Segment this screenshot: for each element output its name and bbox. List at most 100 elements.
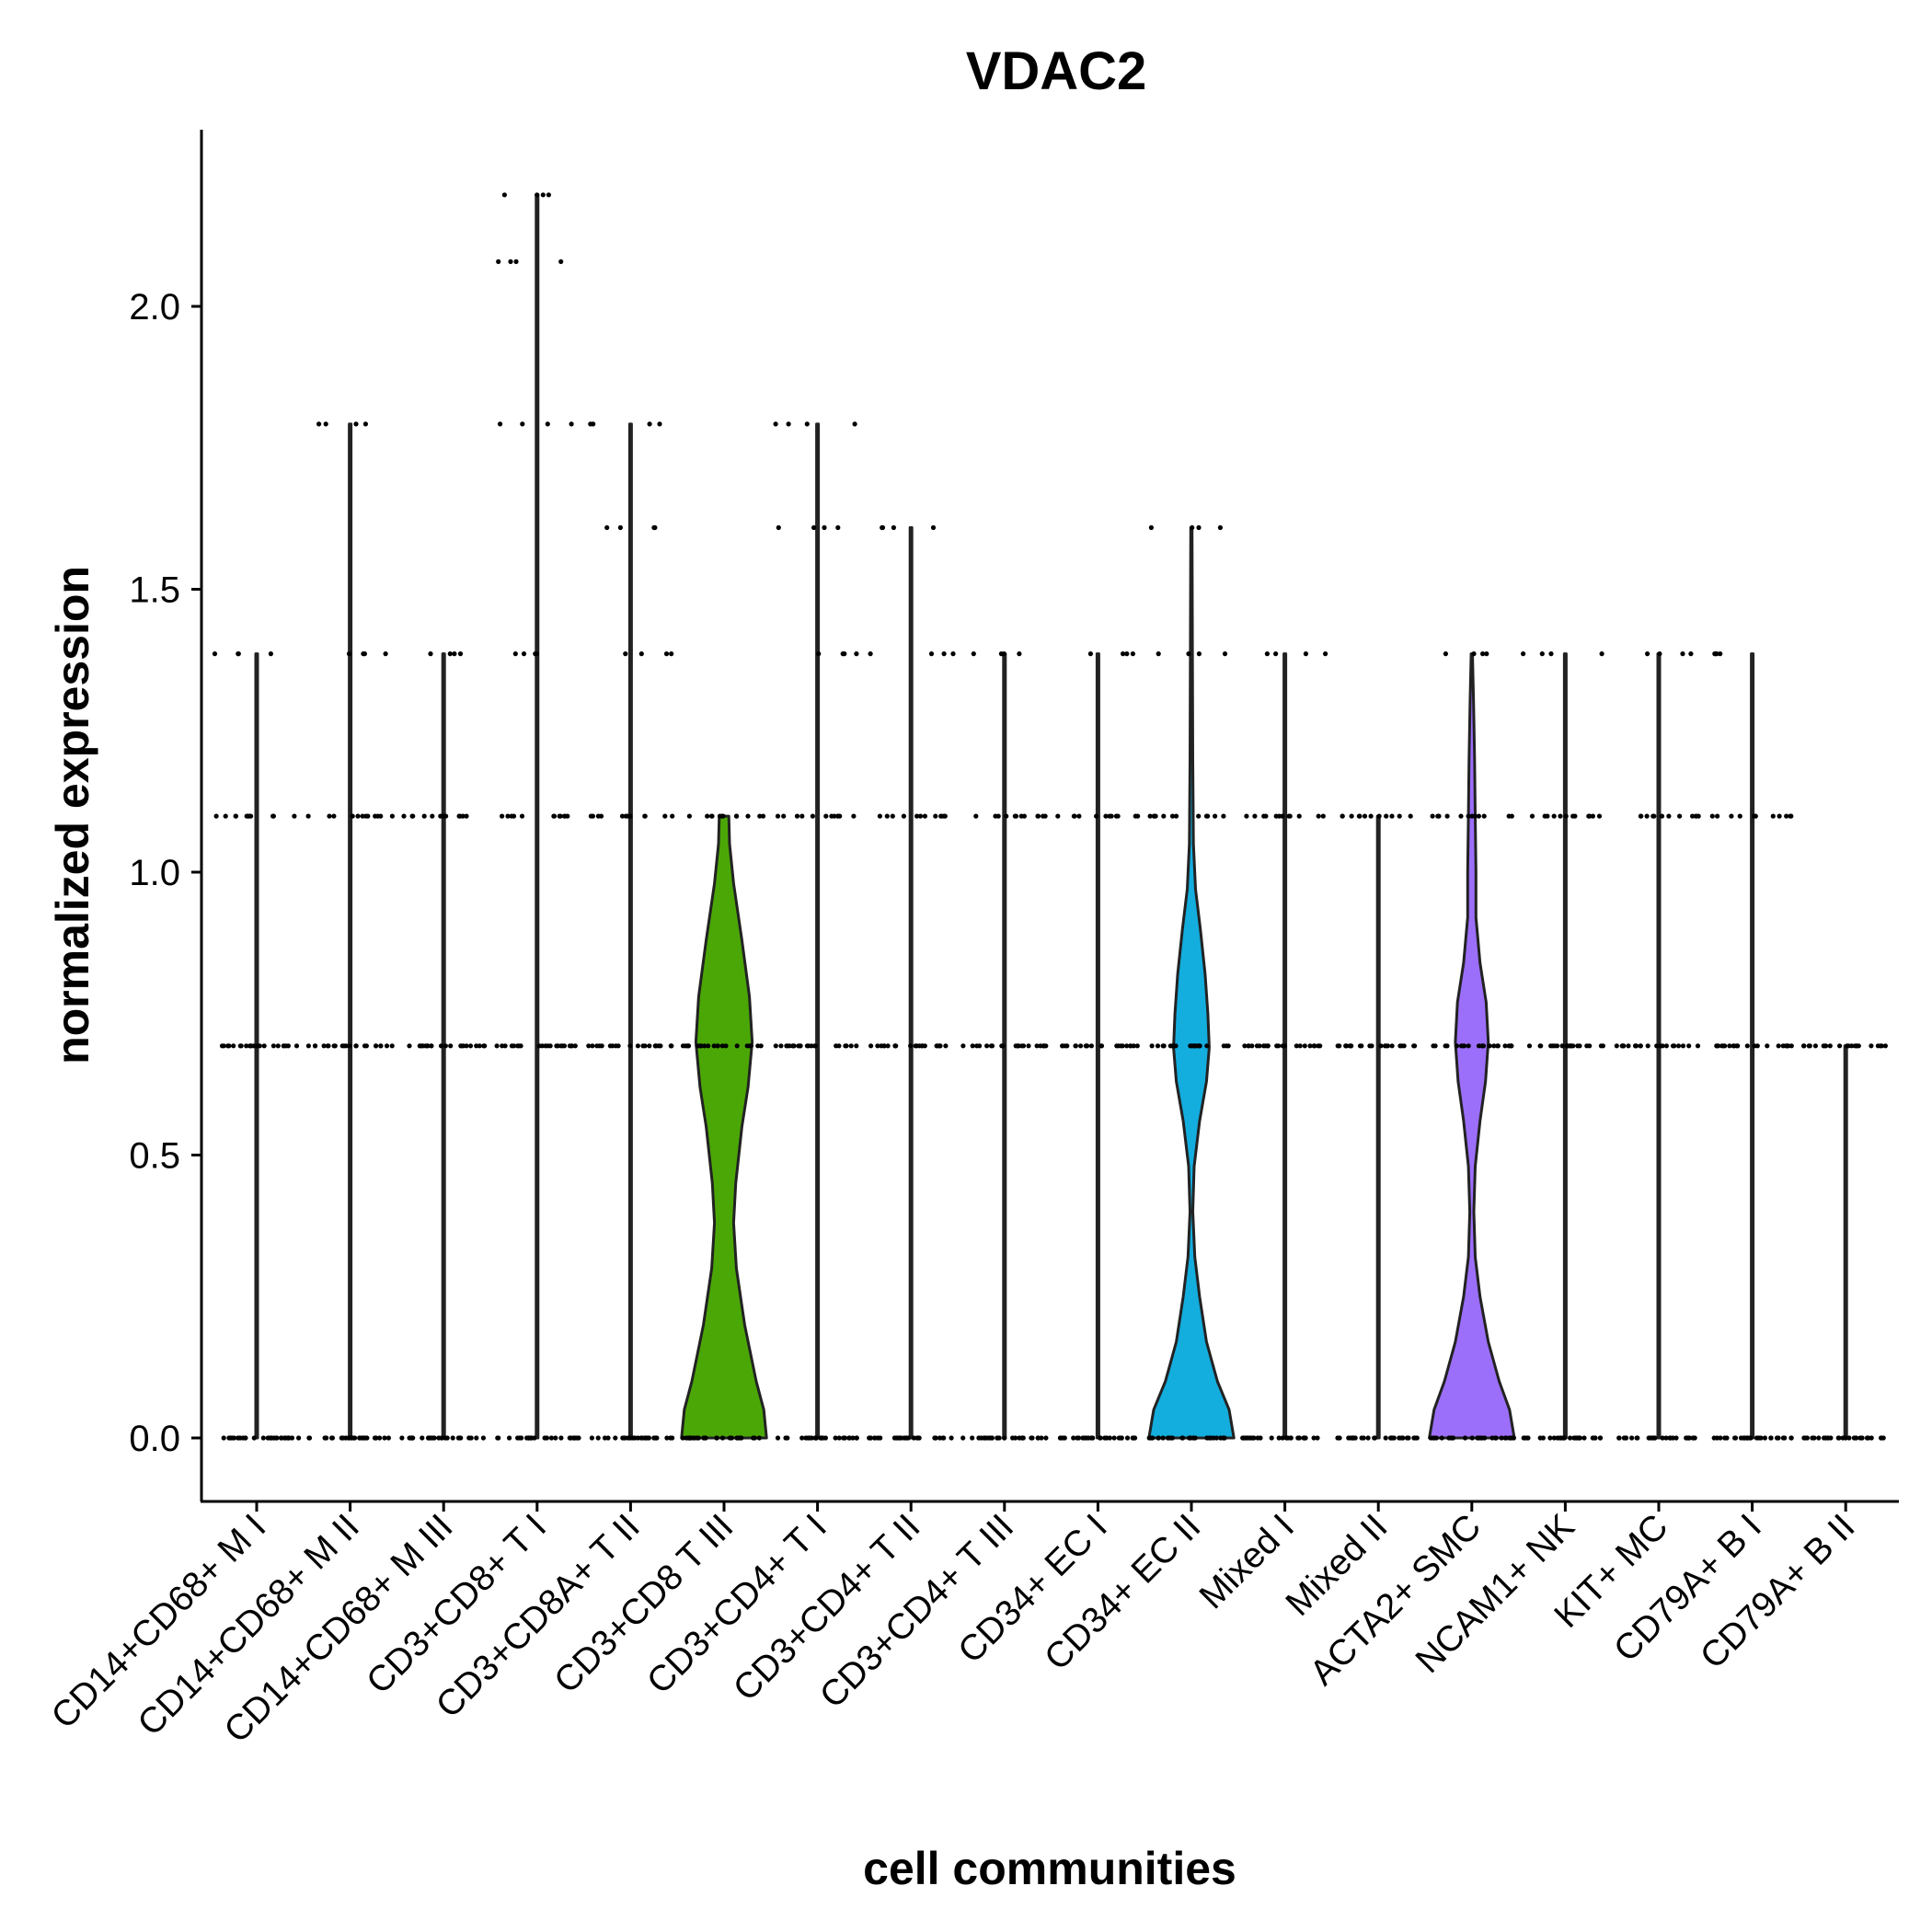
data-point bbox=[745, 813, 751, 819]
data-point bbox=[576, 1435, 581, 1441]
data-point bbox=[1806, 1043, 1811, 1049]
data-point bbox=[1207, 1435, 1213, 1441]
data-point bbox=[1187, 1435, 1192, 1441]
data-point bbox=[773, 421, 778, 427]
data-point bbox=[1064, 1043, 1070, 1049]
data-point bbox=[1521, 651, 1526, 657]
data-point bbox=[1196, 524, 1202, 531]
data-point bbox=[448, 1043, 454, 1049]
data-point bbox=[350, 813, 355, 819]
data-point bbox=[1307, 1043, 1313, 1049]
data-point bbox=[535, 192, 540, 198]
data-point bbox=[590, 813, 596, 819]
data-point bbox=[1035, 813, 1041, 819]
y-axis-title: normalized expression bbox=[47, 566, 98, 1064]
data-point bbox=[474, 1043, 479, 1049]
data-point bbox=[1638, 1043, 1643, 1049]
data-point bbox=[443, 1043, 448, 1049]
data-point bbox=[1265, 1043, 1271, 1049]
data-point bbox=[1489, 1435, 1495, 1441]
data-point bbox=[1362, 813, 1368, 819]
data-point bbox=[508, 259, 513, 264]
data-point bbox=[443, 1435, 448, 1441]
data-point bbox=[1476, 813, 1481, 819]
data-point bbox=[447, 651, 453, 657]
violins-layer bbox=[254, 193, 1848, 1440]
data-point bbox=[1744, 1043, 1750, 1049]
data-point bbox=[382, 1435, 387, 1441]
data-point bbox=[498, 421, 503, 427]
data-point bbox=[628, 1435, 634, 1441]
data-point bbox=[652, 1043, 659, 1049]
data-point bbox=[1171, 1043, 1177, 1049]
data-point bbox=[327, 813, 332, 819]
data-point bbox=[1411, 1043, 1417, 1049]
data-point bbox=[1688, 651, 1694, 657]
data-point bbox=[1397, 813, 1402, 819]
data-point bbox=[810, 813, 816, 819]
violin-shape bbox=[348, 422, 353, 1440]
data-point bbox=[1450, 1435, 1456, 1441]
data-point bbox=[943, 1043, 949, 1049]
data-point bbox=[884, 813, 890, 819]
data-point bbox=[1280, 1043, 1285, 1049]
data-point bbox=[1087, 651, 1093, 657]
data-point bbox=[781, 813, 787, 819]
data-point bbox=[1297, 1043, 1303, 1049]
data-point bbox=[1777, 813, 1782, 819]
data-point bbox=[421, 813, 427, 819]
data-point bbox=[928, 651, 935, 657]
data-point bbox=[1547, 1435, 1553, 1441]
data-point bbox=[1217, 524, 1223, 531]
data-point bbox=[1686, 1043, 1692, 1049]
data-point bbox=[1384, 813, 1389, 819]
data-point bbox=[466, 1435, 472, 1441]
data-point bbox=[669, 651, 674, 657]
data-point bbox=[296, 1435, 302, 1441]
data-point bbox=[519, 813, 525, 819]
data-point bbox=[1242, 1043, 1248, 1049]
data-point bbox=[623, 813, 628, 819]
data-point bbox=[363, 1435, 369, 1441]
data-point bbox=[1119, 1435, 1124, 1441]
data-point bbox=[1823, 1435, 1828, 1441]
data-point bbox=[684, 1435, 689, 1441]
data-point bbox=[985, 1435, 991, 1441]
data-point bbox=[1466, 813, 1471, 819]
data-point bbox=[1385, 1043, 1391, 1049]
data-point bbox=[1545, 813, 1550, 819]
data-point bbox=[1098, 1043, 1104, 1049]
data-point bbox=[1686, 1435, 1692, 1441]
data-point bbox=[842, 1435, 847, 1441]
y-tick-label: 1.0 bbox=[129, 853, 180, 893]
data-point bbox=[1537, 1043, 1543, 1049]
data-point bbox=[561, 813, 568, 819]
data-point bbox=[1460, 1043, 1466, 1049]
data-point bbox=[798, 1043, 803, 1049]
data-point bbox=[1368, 813, 1374, 819]
data-point bbox=[569, 421, 574, 427]
data-point bbox=[431, 1435, 437, 1441]
data-point bbox=[1168, 1435, 1174, 1441]
data-point bbox=[1753, 813, 1758, 819]
data-point bbox=[1568, 1435, 1573, 1441]
data-point bbox=[908, 1043, 914, 1049]
data-point bbox=[1645, 651, 1650, 657]
data-point bbox=[647, 1043, 652, 1049]
data-point bbox=[1190, 1043, 1196, 1049]
data-point bbox=[1190, 1435, 1196, 1441]
data-point bbox=[1194, 1043, 1200, 1049]
data-point bbox=[1222, 1435, 1227, 1441]
data-point bbox=[723, 1043, 729, 1049]
data-point bbox=[1042, 813, 1048, 819]
data-point bbox=[595, 1435, 601, 1441]
data-point bbox=[620, 1435, 626, 1441]
data-point bbox=[1269, 1435, 1274, 1441]
data-point bbox=[1414, 1435, 1420, 1441]
data-point bbox=[1694, 813, 1699, 819]
data-point bbox=[719, 1435, 726, 1441]
data-point bbox=[360, 813, 365, 819]
data-point bbox=[1213, 1435, 1219, 1441]
data-point bbox=[1288, 1435, 1294, 1441]
data-point bbox=[1060, 1043, 1065, 1049]
